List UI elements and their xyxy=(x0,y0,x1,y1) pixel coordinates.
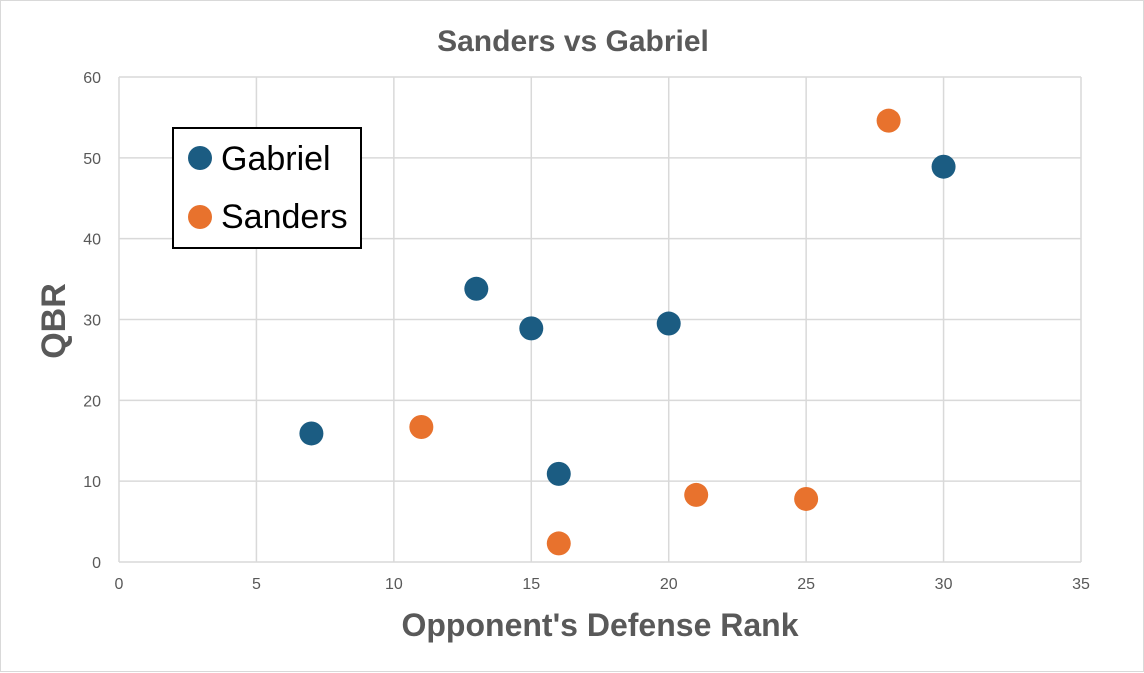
x-tick-label: 5 xyxy=(252,576,261,593)
data-point-gabriel xyxy=(519,316,544,341)
data-point-sanders xyxy=(794,486,819,511)
tick-labels: 0 5 10 15 20 25 30 35 0 10 20 30 40 50 60 xyxy=(83,70,1090,593)
legend-marker-sanders xyxy=(188,205,212,229)
x-axis-title: Opponent's Defense Rank xyxy=(401,607,798,643)
data-point-sanders xyxy=(546,531,571,556)
x-tick-label: 30 xyxy=(935,576,953,593)
legend-label-gabriel: Gabriel xyxy=(221,140,331,178)
y-tick-label: 30 xyxy=(83,313,101,330)
y-tick-label: 50 xyxy=(83,151,101,168)
gridlines xyxy=(118,76,1082,563)
data-point-gabriel xyxy=(656,311,681,336)
x-tick-label: 35 xyxy=(1072,576,1090,593)
data-point-gabriel xyxy=(546,461,571,486)
data-points xyxy=(299,108,956,556)
legend-label-sanders: Sanders xyxy=(221,198,348,236)
chart-title: Sanders vs Gabriel xyxy=(437,25,709,58)
y-axis-title: QBR xyxy=(35,283,73,359)
data-point-sanders xyxy=(409,415,434,440)
y-tick-label: 0 xyxy=(92,555,101,572)
x-tick-label: 15 xyxy=(522,576,540,593)
y-tick-label: 20 xyxy=(83,393,101,410)
y-tick-label: 10 xyxy=(83,474,101,491)
x-tick-label: 0 xyxy=(115,576,124,593)
y-tick-label: 40 xyxy=(83,232,101,249)
data-point-gabriel xyxy=(299,421,324,446)
data-point-gabriel xyxy=(464,276,489,301)
legend-marker-gabriel xyxy=(188,146,212,170)
legend: Gabriel Sanders xyxy=(172,127,362,249)
data-point-gabriel xyxy=(931,154,956,179)
data-point-sanders xyxy=(684,482,709,507)
x-tick-label: 10 xyxy=(385,576,403,593)
x-tick-label: 20 xyxy=(660,576,678,593)
y-tick-label: 60 xyxy=(83,70,101,87)
x-tick-label: 25 xyxy=(797,576,815,593)
data-point-sanders xyxy=(876,108,901,133)
